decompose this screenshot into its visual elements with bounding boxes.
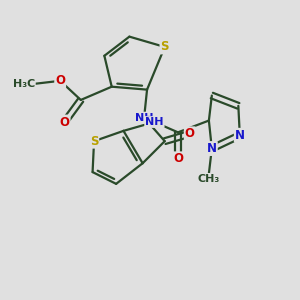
Text: N: N <box>207 142 217 155</box>
Text: CH₃: CH₃ <box>198 174 220 184</box>
Text: O: O <box>55 74 65 87</box>
Text: S: S <box>90 135 98 148</box>
Text: S: S <box>160 40 169 53</box>
Text: O: O <box>173 152 183 165</box>
Text: O: O <box>185 127 195 140</box>
Text: H₃C: H₃C <box>13 79 35 89</box>
Text: NH: NH <box>135 112 153 123</box>
Text: NH: NH <box>145 117 164 127</box>
Text: O: O <box>60 116 70 128</box>
Text: N: N <box>235 129 245 142</box>
